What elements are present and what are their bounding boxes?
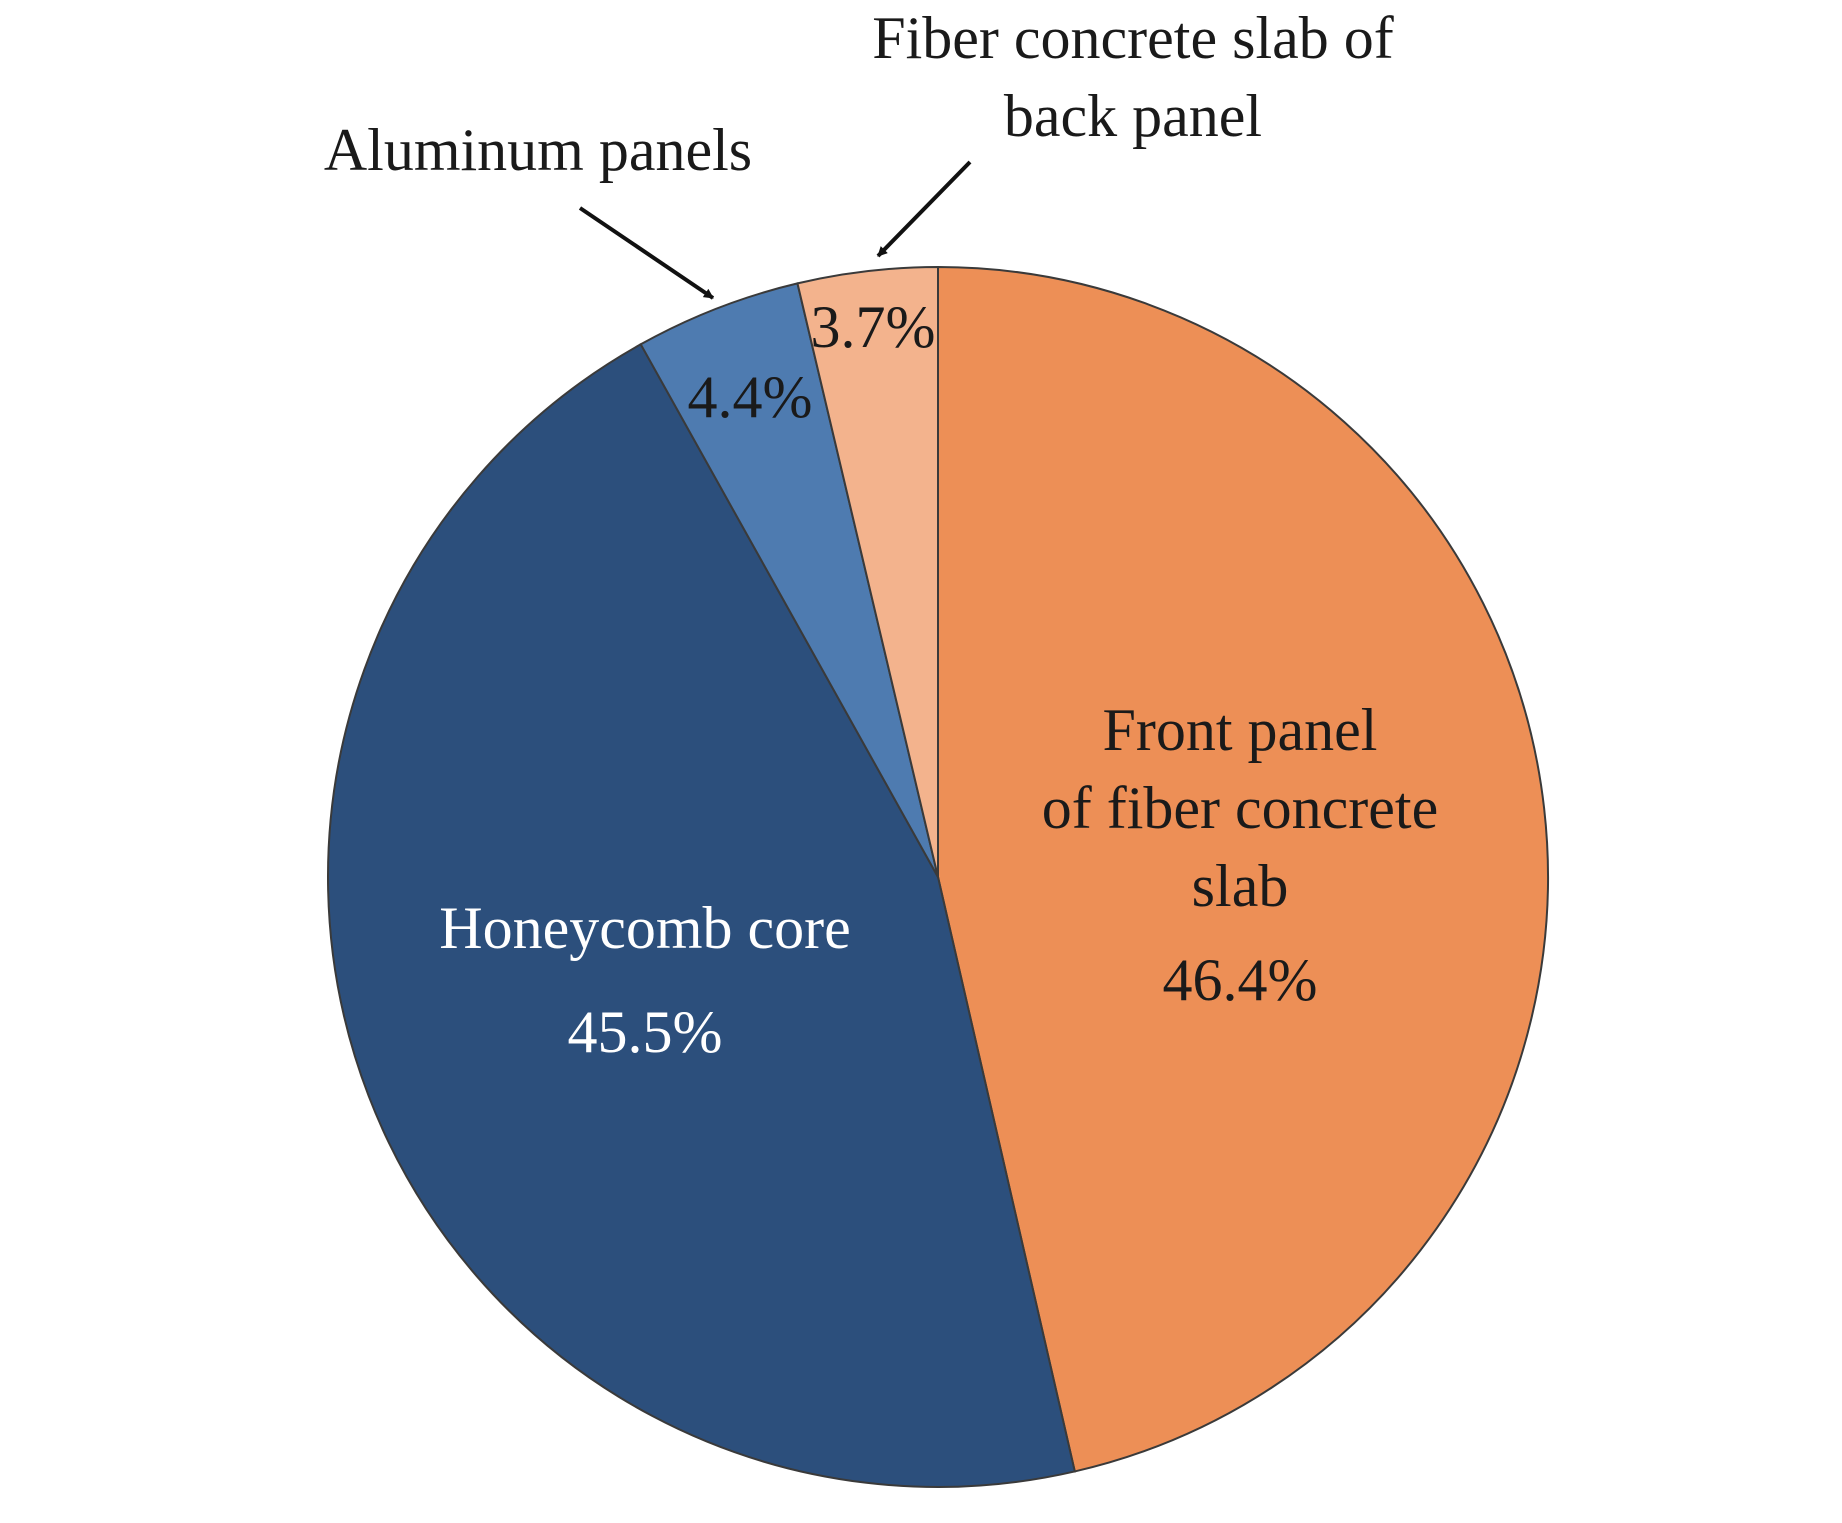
pie-labels: Front panel of fiber concrete slab 46.4% Hon… — [324, 5, 1438, 1065]
slice-label-front-panel-of-fiber-concrete-slab: Front panel — [1103, 697, 1378, 763]
slice-label-aluminum-panels: Aluminum panels — [324, 117, 752, 183]
slice-value-aluminum-panels: 4.4% — [688, 364, 813, 430]
slice-label-fiber-concrete-slab-of-back-panel: back panel — [1004, 83, 1262, 149]
slice-label-front-panel-of-fiber-concrete-slab: of fiber concrete — [1042, 775, 1438, 841]
slice-label-honeycomb-core: Honeycomb core — [439, 895, 851, 961]
pie-slice-honeycomb-core — [327, 342, 1077, 1488]
pie-slice-fiber-concrete-slab-of-back-panel — [796, 265, 939, 878]
callout-arrow-aluminum-panels — [578, 206, 715, 300]
slice-label-front-panel-of-fiber-concrete-slab: slab — [1192, 853, 1289, 919]
pie-slice-front-panel-of-fiber-concrete-slab — [937, 265, 1549, 1473]
slice-value-honeycomb-core: 45.5% — [568, 999, 723, 1065]
pie-callouts — [578, 160, 972, 300]
slice-label-fiber-concrete-slab-of-back-panel: Fiber concrete slab of — [872, 5, 1393, 71]
callout-arrow-fiber-concrete-slab-of-back-panel — [876, 160, 972, 258]
slice-value-front-panel-of-fiber-concrete-slab: 46.4% — [1163, 947, 1318, 1013]
pie-slices — [327, 265, 1549, 1488]
slice-value-fiber-concrete-slab-of-back-panel: 3.7% — [811, 294, 936, 360]
pie-slice-aluminum-panels — [639, 282, 939, 878]
